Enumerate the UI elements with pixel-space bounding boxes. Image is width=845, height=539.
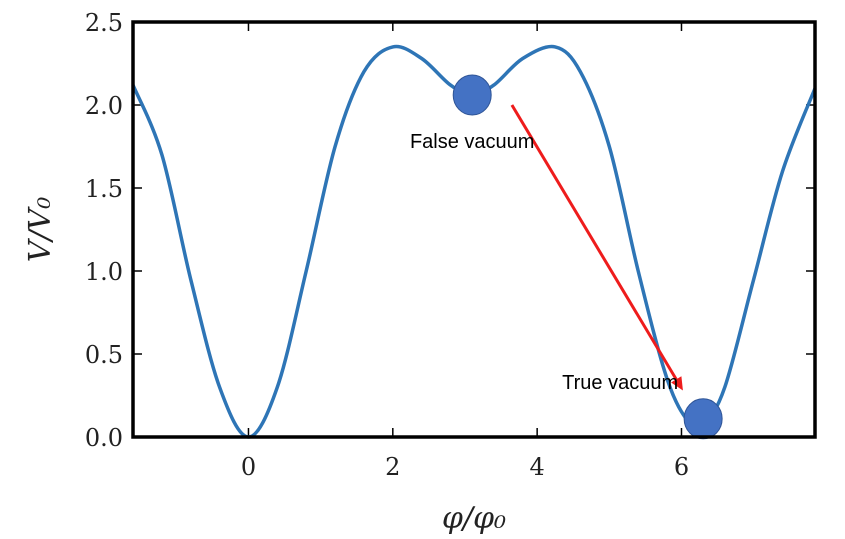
false-vacuum-ball xyxy=(452,74,492,116)
markers-group xyxy=(452,74,723,440)
y-tick-label-1: 0.5 xyxy=(85,341,123,369)
true-vacuum-label: True vacuum xyxy=(562,372,678,394)
y-tick-label-0: 0.0 xyxy=(85,424,123,452)
y-axis-label: V/V₀ xyxy=(23,197,58,262)
annotations-group: False vacuum True vacuum xyxy=(410,131,678,394)
y-tick-label-5: 2.5 xyxy=(85,9,123,37)
x-tick-label-1: 2 xyxy=(385,453,400,481)
x-tick-label-0: 0 xyxy=(241,453,256,481)
arrow-group xyxy=(510,104,683,391)
y-tick-label-3: 1.5 xyxy=(85,175,123,203)
transition-arrow-head xyxy=(671,376,683,391)
true-vacuum-ball xyxy=(683,398,723,440)
y-tick-label-2: 1.0 xyxy=(85,258,123,286)
plot-frame xyxy=(131,20,817,439)
x-axis-label: φ/φ₀ xyxy=(442,501,506,536)
false-vacuum-label: False vacuum xyxy=(410,131,535,153)
x-tick-label-2: 4 xyxy=(530,453,545,481)
transition-arrow-shaft xyxy=(510,104,678,381)
x-tick-label-3: 6 xyxy=(674,453,689,481)
ticks-group: 0 2 4 6 0.0 0.5 1.0 1.5 2.0 2.5 xyxy=(85,9,815,481)
y-tick-label-4: 2.0 xyxy=(85,92,123,120)
